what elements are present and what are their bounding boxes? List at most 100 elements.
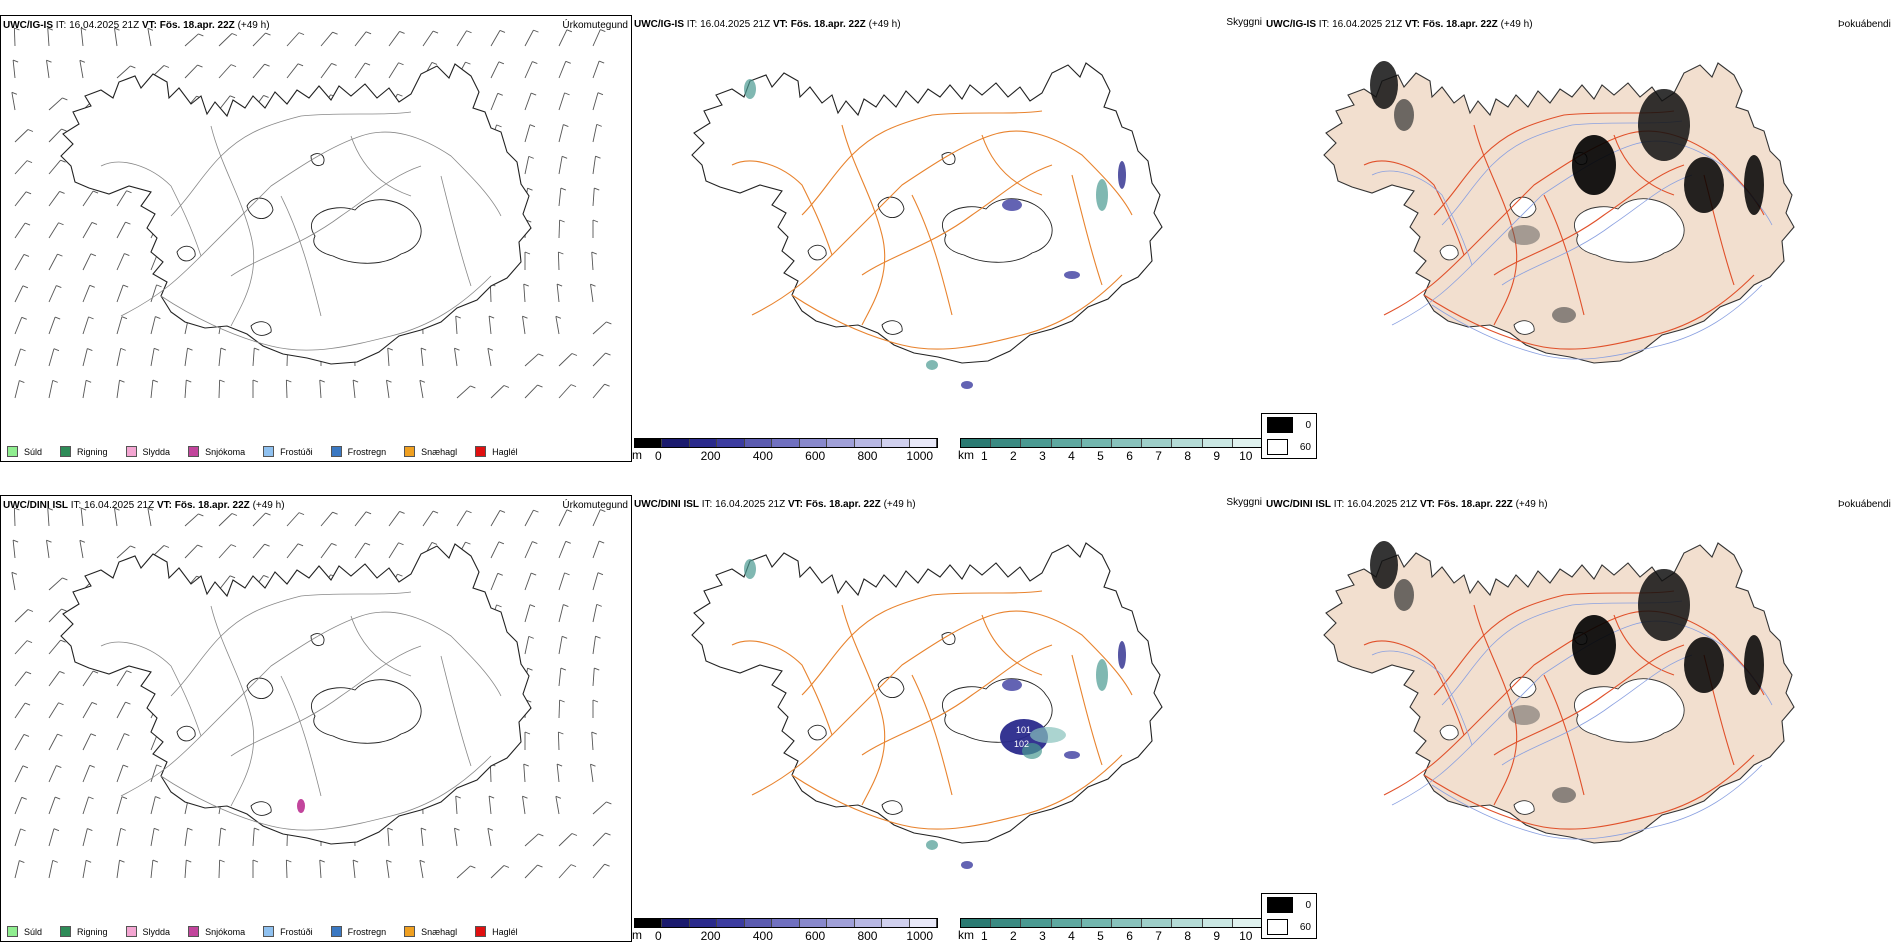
panel-header: UWC/IG-IS IT: 16.04.2025 21Z VT: Fös. 18…	[634, 19, 901, 30]
scale-color-bar	[634, 918, 938, 928]
scale-swatch	[882, 439, 910, 447]
scale-swatch	[827, 439, 855, 447]
scale-swatch	[882, 919, 910, 927]
scale-swatch	[689, 439, 718, 447]
panel-type-label: Þokuábendi	[1838, 499, 1891, 510]
legend-swatch	[60, 446, 72, 457]
scale-tick-label: 200	[700, 449, 721, 463]
scale-swatch	[991, 439, 1022, 447]
scale-tick-label: 10	[1239, 929, 1253, 943]
legend-label: Frostúði	[280, 446, 313, 457]
scale-tick-label: 2	[1010, 449, 1017, 463]
iceland-precip-map	[11, 27, 612, 399]
scale-tick-label: 0	[654, 449, 662, 463]
scale-swatch	[772, 919, 800, 927]
fog-index-panel-top: UWC/IG-IS IT: 16.04.2025 21Z VT: Fös. 18…	[1261, 15, 1900, 462]
scale-tick-label: 4	[1068, 929, 1075, 943]
scale-tick-label: 6	[1126, 929, 1133, 943]
panel-type-label: Skyggni	[1226, 497, 1262, 508]
legend-swatch	[475, 446, 487, 457]
legend-item: Súld	[7, 926, 42, 937]
legend-item: Súld	[7, 446, 42, 457]
scale-tick-label: 5	[1097, 449, 1104, 463]
scale-tick-label: 0	[654, 929, 662, 943]
legend-item: Snæhagl	[404, 446, 457, 457]
legend-swatch	[330, 926, 342, 937]
fog-index-legend: 0 60	[1261, 413, 1317, 459]
scale-swatch	[635, 919, 663, 927]
scale-swatch	[744, 439, 773, 447]
scale-swatch	[689, 919, 718, 927]
scale-swatch	[799, 919, 828, 927]
legend-swatch	[404, 446, 416, 457]
scale-swatch	[909, 439, 937, 447]
legend-item: Frostregn	[330, 926, 386, 937]
ceiling-scale-m: m 0 200 400 600 800 1000	[632, 438, 938, 463]
scale-tick-label: 9	[1213, 449, 1221, 463]
legend-label: Slydda	[142, 446, 171, 457]
scale-swatch	[799, 439, 828, 447]
scale-tick-label: 8	[1184, 929, 1191, 943]
iceland-fog-map	[1323, 61, 1795, 364]
scale-tick-label: 1	[980, 929, 988, 943]
fog-legend-row: 60	[1262, 436, 1316, 458]
fog-legend-row: 60	[1262, 916, 1316, 938]
scale-swatch	[717, 439, 745, 447]
fog-index-legend: 0 60	[1261, 893, 1317, 939]
fog-legend-swatch	[1267, 417, 1294, 433]
fog-legend-row: 0	[1262, 894, 1316, 916]
legend-item: Haglél	[475, 446, 518, 457]
scale-swatch	[854, 919, 883, 927]
legend-item: Frostúði	[263, 926, 313, 937]
legend-swatch	[125, 926, 137, 937]
scale-swatch	[1172, 439, 1203, 447]
scale-tick-label: 2	[1010, 929, 1017, 943]
scale-ticks: 0 200 400 600 800 1000	[634, 928, 938, 943]
precip-type-panel-bottom: UWC/DINI ISL IT: 16.04.2025 21Z VT: Fös.…	[0, 495, 632, 942]
scale-swatch	[1081, 439, 1113, 447]
legend-item: Frostúði	[263, 446, 313, 457]
fog-legend-swatch	[1267, 897, 1294, 913]
scale-swatch	[662, 919, 690, 927]
precip-type-panel-top: UWC/IG-IS IT: 16.04.2025 21Z VT: Fös. 18…	[0, 15, 632, 462]
scale-swatch	[909, 919, 937, 927]
scale-unit: m	[632, 448, 642, 462]
scale-swatch	[717, 919, 745, 927]
scale-tick-label: 800	[857, 449, 878, 463]
visibility-panel-top: UWC/IG-IS IT: 16.04.2025 21Z VT: Fös. 18…	[632, 15, 1264, 463]
fog-legend-label: 0	[1305, 899, 1311, 911]
legend-item: Rigning	[60, 446, 108, 457]
scale-color-bar	[960, 438, 1264, 448]
legend-swatch	[125, 446, 137, 457]
scale-color-bar	[960, 918, 1264, 928]
scale-ticks: 1 2 3 4 5 6 7 8 9 10	[960, 928, 1264, 943]
legend-label: Haglél	[492, 926, 518, 937]
scale-swatch	[1081, 919, 1113, 927]
scale-tick-label: 9	[1213, 929, 1221, 943]
scale-swatch	[635, 439, 663, 447]
scale-swatch	[961, 439, 992, 447]
fog-legend-label: 60	[1299, 441, 1311, 453]
scale-color-bar	[634, 438, 938, 448]
scale-swatch	[991, 919, 1022, 927]
scale-tick-label: 400	[752, 929, 773, 943]
panel-header: UWC/IG-IS IT: 16.04.2025 21Z VT: Fös. 18…	[1266, 19, 1533, 30]
scale-unit: km	[958, 448, 974, 462]
legend-item: Snjókoma	[188, 446, 245, 457]
fog-legend-row: 0	[1262, 414, 1316, 436]
visibility-label: 102	[1014, 739, 1029, 749]
legend-item: Frostregn	[330, 446, 386, 457]
fog-legend-label: 60	[1299, 921, 1311, 933]
scale-tick-label: 4	[1068, 449, 1075, 463]
legend-label: Snæhagl	[421, 926, 458, 937]
scale-swatch	[1142, 919, 1173, 927]
scale-swatch	[1021, 919, 1052, 927]
visibility-scale-km: km 1 2 3 4 5 6 7 8 9 10	[958, 918, 1264, 943]
legend-label: Súld	[24, 446, 43, 457]
legend-label: Rigning	[77, 926, 108, 937]
scale-tick-label: 200	[700, 929, 721, 943]
legend-label: Haglél	[492, 446, 518, 457]
precip-type-legend: Súld Rigning Slydda Snjókoma Frostúði Frostre…	[7, 446, 518, 457]
scale-tick-label: 600	[805, 929, 826, 943]
